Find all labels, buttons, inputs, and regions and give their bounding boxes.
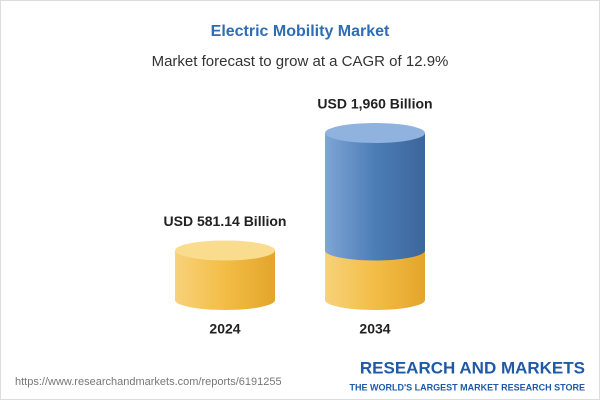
- brand: RESEARCH AND MARKETS: [360, 358, 585, 377]
- chart-subtitle: Market forecast to grow at a CAGR of 12.…: [152, 53, 449, 70]
- cylinder-body: [325, 133, 425, 261]
- cylinder-top: [325, 123, 425, 143]
- cylinder-top: [175, 240, 275, 261]
- value-label: USD 1,960 Billion: [317, 96, 432, 112]
- cylinder-body: [175, 250, 275, 310]
- source-url: https://www.researchandmarkets.com/repor…: [15, 376, 282, 388]
- chart-title: Electric Mobility Market: [211, 23, 390, 40]
- category-label: 2024: [209, 321, 240, 337]
- cylinder: [175, 240, 275, 310]
- category-label: 2034: [359, 321, 390, 337]
- cylinder-base: [325, 250, 425, 310]
- tagline: THE WORLD'S LARGEST MARKET RESEARCH STOR…: [350, 382, 585, 392]
- value-label: USD 581.14 Billion: [164, 213, 287, 229]
- cylinder: [325, 123, 425, 310]
